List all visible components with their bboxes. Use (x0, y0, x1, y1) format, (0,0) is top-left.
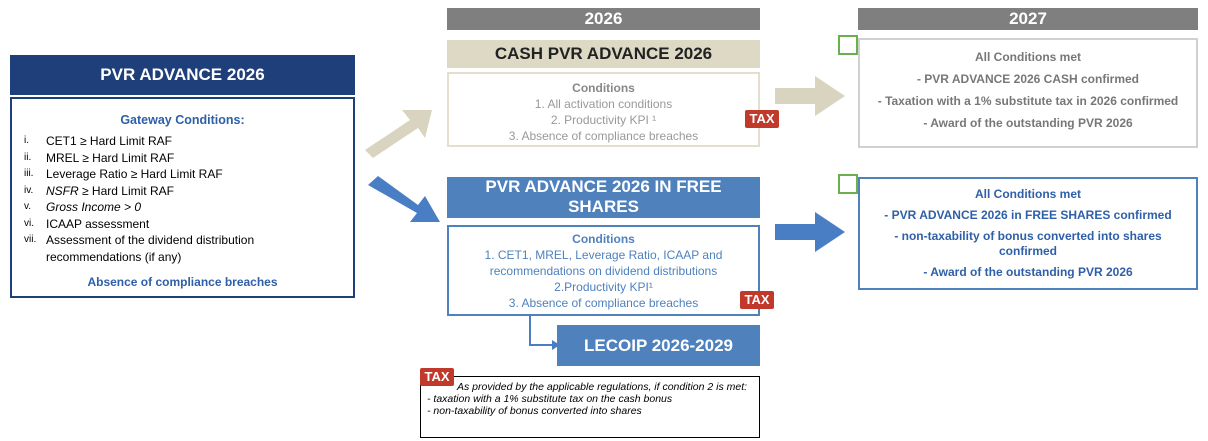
arrow-cash (365, 110, 432, 158)
item-number: i. (24, 135, 29, 146)
condition: 2.Productivity KPI¹ (554, 280, 653, 294)
cash-result: All Conditions met - PVR ADVANCE 2026 CAS… (858, 38, 1198, 148)
check-icon (838, 35, 858, 55)
item-italic: Gross Income > 0 (46, 200, 142, 214)
conditions-title: Conditions (572, 81, 635, 95)
item-number: vii. (24, 234, 37, 245)
gateway-item: iii. Leverage Ratio ≥ Hard Limit RAF (24, 166, 341, 183)
item-number: ii. (24, 151, 32, 163)
item-text: CET1 ≥ Hard Limit RAF (46, 133, 172, 150)
item-text-part: ICAAP assessment (46, 216, 150, 231)
year-header: 2027 (858, 8, 1198, 30)
item-text: NSFR ≥ Hard Limit RAF (46, 183, 174, 200)
item-text-part: Assessment of the dividend distribution … (46, 233, 255, 264)
item-number: iii. (24, 168, 34, 179)
conditions-list: 1. CET1, MREL, Leverage Ratio, ICAAP and… (471, 247, 736, 311)
shares-conditions: Conditions 1. CET1, MREL, Leverage Ratio… (447, 225, 760, 316)
item-number: vi. (24, 217, 34, 229)
item-text-part: CET1 ≥ Hard Limit RAF (46, 134, 172, 148)
result-line: - PVR ADVANCE 2026 in FREE SHARES confir… (884, 208, 1172, 222)
result-line: - Award of the outstanding PVR 2026 (923, 265, 1133, 279)
check-icon (838, 174, 858, 194)
note-box: As provided by the applicable regulation… (420, 376, 760, 438)
shares-title: PVR ADVANCE 2026 IN FREE SHARES (447, 177, 760, 218)
result-line: - non-taxability of bonus converted into… (894, 229, 1162, 258)
connector-head (552, 340, 560, 350)
result-line: All Conditions met (975, 50, 1081, 64)
tax-icon: TAX (740, 291, 774, 309)
lecoip: LECOIP 2026-2029 (557, 325, 760, 366)
condition: 3. Absence of compliance breaches (508, 129, 699, 143)
item-text: ICAAP assessment (46, 216, 149, 233)
gateway-item: i. CET1 ≥ Hard Limit RAF (24, 133, 341, 150)
gateway-item: vi. ICAAP assessment (24, 216, 341, 233)
condition: 3. Absence of compliance breaches (508, 296, 699, 310)
tax-icon: TAX (420, 368, 454, 386)
condition: 1. All activation conditions (534, 97, 673, 111)
item-text: Assessment of the dividend distribution … (46, 232, 341, 265)
result-line: - PVR ADVANCE 2026 CASH confirmed (916, 72, 1140, 86)
connector (529, 316, 552, 346)
conditions-title: Conditions (572, 232, 635, 246)
gateway-item: vii. Assessment of the dividend distribut… (24, 232, 341, 265)
note-lines: - taxation with a 1% substitute tax on t… (427, 393, 753, 417)
item-text-part: Leverage Ratio ≥ Hard Limit RAF (46, 167, 223, 181)
condition: 1. CET1, MREL, Leverage Ratio, ICAAP and… (484, 248, 723, 278)
result-line: - Award of the outstanding PVR 2026 (923, 116, 1133, 130)
item-text-part: ≥ Hard Limit RAF (82, 183, 174, 198)
arrow-shares (368, 176, 440, 222)
item-text: MREL ≥ Hard Limit RAF (46, 150, 174, 167)
condition: 2. Productivity KPI ¹ (550, 113, 657, 127)
tax-icon: TAX (745, 110, 779, 128)
gateway-item: iv. NSFR ≥ Hard Limit RAF (24, 183, 341, 200)
item-text-part: MREL ≥ Hard Limit RAF (46, 150, 175, 165)
cash-conditions: Conditions 1. All activation conditions 2… (447, 72, 760, 147)
note-line: - taxation with a 1% substitute tax on t… (427, 393, 673, 405)
result-line: - Taxation with a 1% substitute tax in 2… (877, 94, 1179, 108)
conditions-list: 1. All activation conditions 2. Productiv… (449, 96, 758, 144)
gateway-item: v. Gross Income > 0 (24, 199, 341, 216)
result-line: All Conditions met (975, 187, 1081, 201)
gateway-title: Gateway Conditions: (120, 113, 245, 127)
item-text: Leverage Ratio ≥ Hard Limit RAF (46, 166, 223, 183)
left-title: PVR ADVANCE 2026 (10, 55, 355, 95)
item-number: iv. (24, 184, 34, 196)
item-text: Gross Income > 0 (46, 199, 141, 216)
cash-title: CASH PVR ADVANCE 2026 (447, 40, 760, 68)
arrow-cash-result (775, 76, 845, 116)
item-italic: NSFR (46, 183, 79, 198)
left-box: Gateway Conditions: i. CET1 ≥ Hard Limit … (10, 97, 355, 298)
gateway-item: ii. MREL ≥ Hard Limit RAF (24, 150, 341, 167)
gateway-list: i. CET1 ≥ Hard Limit RAF ii. MREL ≥ Hard Li… (24, 133, 341, 265)
note-intro: As provided by the applicable regulation… (457, 381, 748, 393)
year-header: 2026 (447, 8, 760, 30)
note-line: - non-taxability of bonus converted into… (427, 405, 642, 417)
shares-result: All Conditions met - PVR ADVANCE 2026 in … (858, 177, 1198, 290)
arrow-shares-result (775, 212, 845, 252)
item-number: v. (24, 201, 32, 212)
left-footer: Absence of compliance breaches (87, 275, 278, 289)
